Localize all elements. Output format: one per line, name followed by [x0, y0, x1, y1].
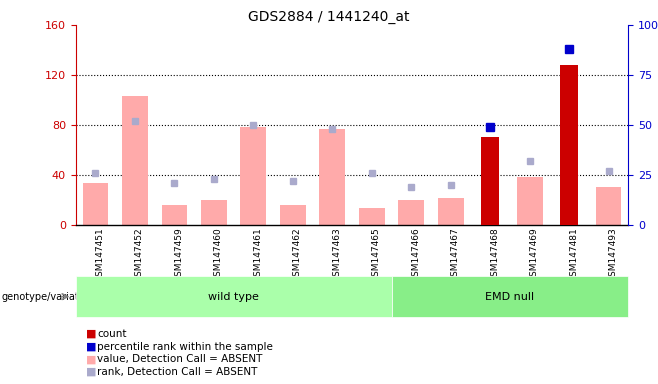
- Bar: [399, 200, 424, 225]
- Text: EMD null: EMD null: [486, 291, 534, 302]
- Text: GSM147462: GSM147462: [293, 227, 302, 282]
- Text: GSM147463: GSM147463: [332, 227, 342, 282]
- Bar: [596, 187, 622, 225]
- Text: ■: ■: [86, 367, 96, 377]
- Text: percentile rank within the sample: percentile rank within the sample: [97, 342, 273, 352]
- Text: GSM147469: GSM147469: [530, 227, 539, 282]
- Bar: [320, 129, 345, 225]
- Bar: [482, 137, 499, 225]
- Text: GSM147460: GSM147460: [214, 227, 223, 282]
- Text: GSM147452: GSM147452: [135, 227, 144, 282]
- Text: genotype/variation: genotype/variation: [2, 291, 95, 302]
- Text: GDS2884 / 1441240_at: GDS2884 / 1441240_at: [248, 10, 410, 23]
- Text: GSM147451: GSM147451: [95, 227, 105, 282]
- Bar: [83, 184, 108, 225]
- Bar: [517, 177, 543, 225]
- Text: GSM147466: GSM147466: [411, 227, 420, 282]
- Text: GSM147459: GSM147459: [174, 227, 184, 282]
- Text: GSM147461: GSM147461: [253, 227, 263, 282]
- Bar: [201, 200, 227, 225]
- Text: count: count: [97, 329, 127, 339]
- Text: ■: ■: [86, 342, 96, 352]
- Text: wild type: wild type: [208, 291, 259, 302]
- Bar: [280, 205, 306, 225]
- Text: ■: ■: [86, 354, 96, 364]
- Bar: [438, 199, 464, 225]
- Text: ■: ■: [86, 329, 96, 339]
- Bar: [122, 96, 148, 225]
- Text: GSM147467: GSM147467: [451, 227, 460, 282]
- Bar: [162, 205, 188, 225]
- Text: GSM147465: GSM147465: [372, 227, 381, 282]
- Text: rank, Detection Call = ABSENT: rank, Detection Call = ABSENT: [97, 367, 258, 377]
- Text: GSM147493: GSM147493: [609, 227, 618, 282]
- Text: GSM147481: GSM147481: [569, 227, 578, 282]
- Bar: [241, 127, 266, 225]
- Text: GSM147468: GSM147468: [490, 227, 499, 282]
- Bar: [359, 209, 385, 225]
- Bar: [561, 65, 578, 225]
- Text: value, Detection Call = ABSENT: value, Detection Call = ABSENT: [97, 354, 263, 364]
